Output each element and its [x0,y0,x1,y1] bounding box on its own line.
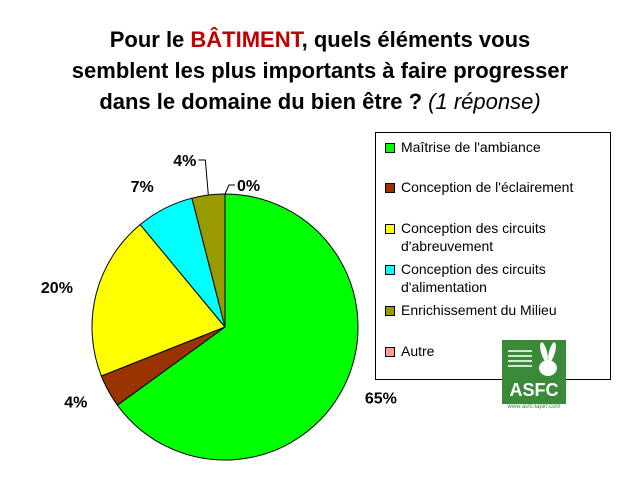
chart-title: Pour le BÂTIMENT, quels éléments vous se… [60,24,580,117]
leader-lines [198,159,235,196]
legend-item: Maîtrise de l'ambiance [385,138,606,156]
legend-label: Conception de l'éclairement [401,179,574,195]
legend: Maîtrise de l'ambiance Conception de l'é… [375,132,611,380]
legend-label: Conception des circuits [401,261,546,277]
legend-swatch [385,224,395,234]
legend-swatch [385,265,395,275]
legend-item: Autre [385,342,606,360]
pie-label: 4% [173,153,196,170]
legend-label: Enrichissement du Milieu [401,302,557,318]
pie-labels: 65% 4% 20% 7% 4% 0% [41,153,397,412]
legend-label: Conception des circuits [401,220,546,236]
logo-text: ASFC [509,380,559,400]
legend-swatch [385,347,395,357]
asfc-logo: ASFC www.asfc-lapin.com [502,340,566,415]
title-text: semblent les plus importants à faire pro… [71,58,569,83]
title-highlight: BÂTIMENT [190,27,302,52]
logo-badge: ASFC [502,340,566,404]
legend-item: Conception des circuits d'alimentation [385,260,606,296]
title-text: Pour le [109,27,191,52]
title-note: (1 réponse) [428,89,541,114]
pie-slice [116,193,359,461]
title-text: dans le domaine du bien être ? [99,89,429,114]
pie-label: 65% [365,390,397,407]
legend-item: Conception des circuits d'abreuvement [385,219,606,255]
legend-swatch [385,143,395,153]
legend-label-line2: d'abreuvement [401,238,494,254]
legend-item: Enrichissement du Milieu [385,301,606,319]
legend-label-line2: d'alimentation [401,279,487,295]
title-text: , quels éléments vous [301,27,531,52]
legend-swatch [385,183,395,193]
leader-line [224,184,235,195]
legend-label: Autre [401,343,435,359]
pie-label: 20% [41,280,73,297]
pie-label: 7% [131,179,154,196]
logo-url: www.asfc-lapin.com [507,404,561,410]
leader-line [198,159,209,196]
pie-slices [91,193,359,461]
rabbit-icon [508,342,557,376]
legend-label: Maîtrise de l'ambiance [401,139,541,155]
legend-item: Conception de l'éclairement [385,178,606,196]
legend-swatch [385,306,395,316]
pie-slice [91,223,226,377]
pie-label: 4% [64,395,87,412]
pie-label: 0% [237,178,260,195]
